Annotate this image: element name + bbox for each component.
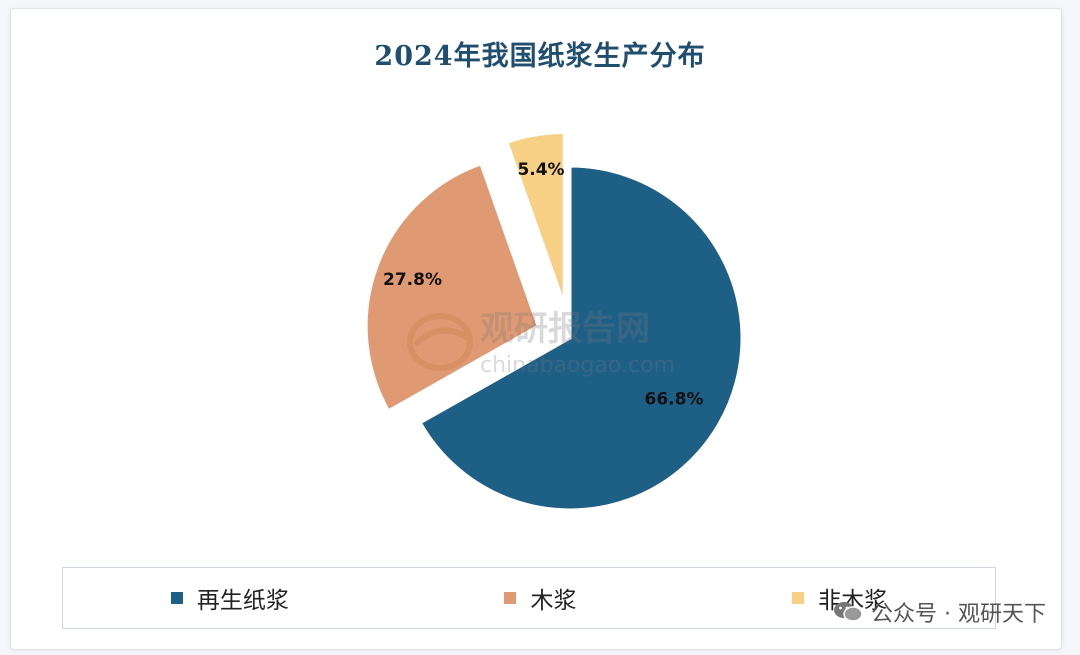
chart-legend: 再生纸浆 木浆 非木浆 bbox=[62, 567, 996, 629]
footer-source: 公众号 · 观研天下 bbox=[833, 596, 1046, 628]
pie-slice-recycled-pulp bbox=[418, 164, 744, 512]
watermark-brand: 观研报告网 bbox=[480, 309, 650, 349]
legend-item-wood-pulp: 木浆 bbox=[504, 581, 576, 615]
data-label-recycled-pulp: 66.8% bbox=[645, 390, 704, 410]
watermark-site: chinabaogao.com bbox=[480, 353, 675, 378]
pie-slice-wood-pulp bbox=[364, 161, 540, 413]
legend-swatch bbox=[170, 592, 183, 604]
legend-item-recycled-pulp: 再生纸浆 bbox=[170, 581, 289, 615]
legend-swatch bbox=[792, 592, 805, 604]
watermark: 观研报告网 chinabaogao.com bbox=[407, 309, 675, 378]
data-label-wood-pulp: 27.8% bbox=[383, 270, 442, 290]
legend-swatch bbox=[504, 592, 517, 604]
footer-text: 公众号 · 观研天下 bbox=[871, 602, 1046, 627]
legend-label: 木浆 bbox=[530, 588, 577, 614]
pie-slice-non-wood-pulp bbox=[505, 130, 566, 305]
chart-title: 2024年我国纸浆生产分布 bbox=[374, 41, 706, 72]
wechat-icon bbox=[833, 600, 863, 624]
legend-label: 再生纸浆 bbox=[196, 588, 289, 614]
data-label-non-wood-pulp: 5.4% bbox=[517, 160, 564, 180]
